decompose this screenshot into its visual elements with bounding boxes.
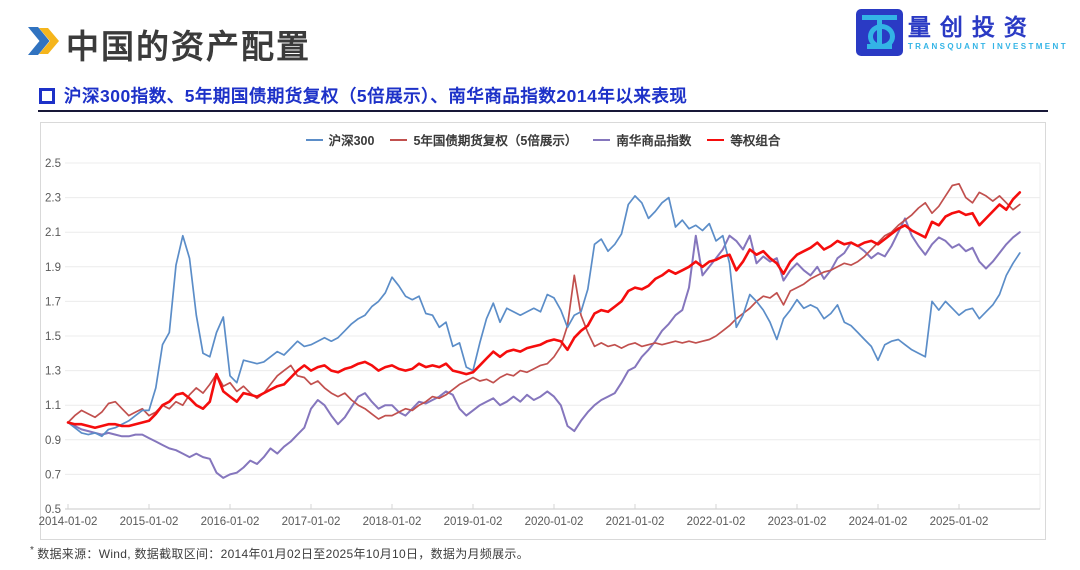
series-2 [67, 217, 1021, 479]
y-tick-label: 0.5 [45, 504, 61, 516]
y-tick-label: 1.5 [45, 331, 61, 343]
double-chevron-icon [27, 26, 63, 56]
y-tick-label: 1.9 [45, 262, 61, 274]
series-0 [67, 195, 1021, 438]
footnote-text: 数据来源：Wind, 数据截取区间：2014年01月02日至2025年10月10… [37, 547, 529, 561]
footnote: * 数据来源：Wind, 数据截取区间：2014年01月02日至2025年10月1… [30, 545, 529, 562]
y-tick-label: 1.3 [45, 366, 61, 378]
chart-panel: 沪深300 5年国债期货复权（5倍展示） 南华商品指数 等权组合 0.5 0.7 0.9 1… [39, 122, 1046, 540]
legend-line-swatch [707, 138, 725, 141]
y-tick-label: 2.1 [45, 227, 61, 239]
x-tick-label: 2015-01-02 [120, 516, 179, 528]
legend-item: 5年国债期货复权（5倍展示） [390, 130, 577, 149]
y-tick-label: 2.3 [45, 193, 61, 205]
logo-name: 量创投资 [907, 13, 1036, 40]
x-tick-label: 2024-01-02 [849, 516, 908, 528]
legend-item: 南华商品指数 [593, 130, 691, 149]
legend-item: 沪深300 [305, 130, 375, 149]
x-tick-label: 2021-01-02 [606, 516, 665, 528]
x-tick-label: 2023-01-02 [768, 516, 827, 528]
x-tick-label: 2022-01-02 [687, 516, 746, 528]
y-tick-label: 2.5 [45, 158, 61, 170]
x-tick-label: 2016-01-02 [201, 516, 260, 528]
legend-item: 等权组合 [707, 130, 780, 149]
legend-label: 南华商品指数 [616, 134, 692, 148]
x-tick-label: 2018-01-02 [363, 516, 422, 528]
square-bullet-icon [39, 88, 55, 104]
series-3 [66, 191, 1022, 430]
y-tick-label: 0.7 [45, 469, 61, 481]
company-logo: 量创投资 TRANSQUANT INVESTMENT [855, 9, 1068, 56]
x-tick-label: 2020-01-02 [525, 516, 584, 528]
legend-label: 5年国债期货复权（5倍展示） [413, 134, 578, 148]
x-tick-label: 2019-01-02 [444, 516, 503, 528]
y-tick-label: 0.9 [45, 435, 61, 447]
legend-label: 沪深300 [328, 134, 375, 148]
x-tick-label: 2017-01-02 [282, 516, 341, 528]
legend-line-swatch [593, 138, 611, 141]
chart-legend: 沪深300 5年国债期货复权（5倍展示） 南华商品指数 等权组合 [41, 130, 1045, 149]
legend-line-swatch [305, 138, 323, 141]
y-tick-label: 1.1 [45, 400, 61, 412]
section-subtitle: 沪深300指数、5年期国债期货复权（5倍展示）、南华商品指数2014年以来表现 [64, 86, 688, 106]
series-1 [67, 182, 1021, 424]
x-tick-label: 2014-01-02 [39, 516, 98, 528]
y-tick-label: 1.7 [45, 296, 61, 308]
x-tick-label: 2025-01-02 [930, 516, 989, 528]
divider-rule [38, 110, 1048, 112]
logo-mark-icon [855, 9, 903, 56]
page-title: 中国的资产配置 [66, 28, 311, 65]
line-chart: 0.5 0.7 0.9 1.1 1.3 1.5 1.7 1.9 2.1 2.3 2.5 2014-01… [39, 158, 1041, 528]
footnote-marker: * [30, 545, 35, 556]
legend-label: 等权组合 [730, 134, 781, 148]
legend-line-swatch [390, 138, 408, 141]
logo-subtitle: TRANSQUANT INVESTMENT [907, 42, 1068, 52]
